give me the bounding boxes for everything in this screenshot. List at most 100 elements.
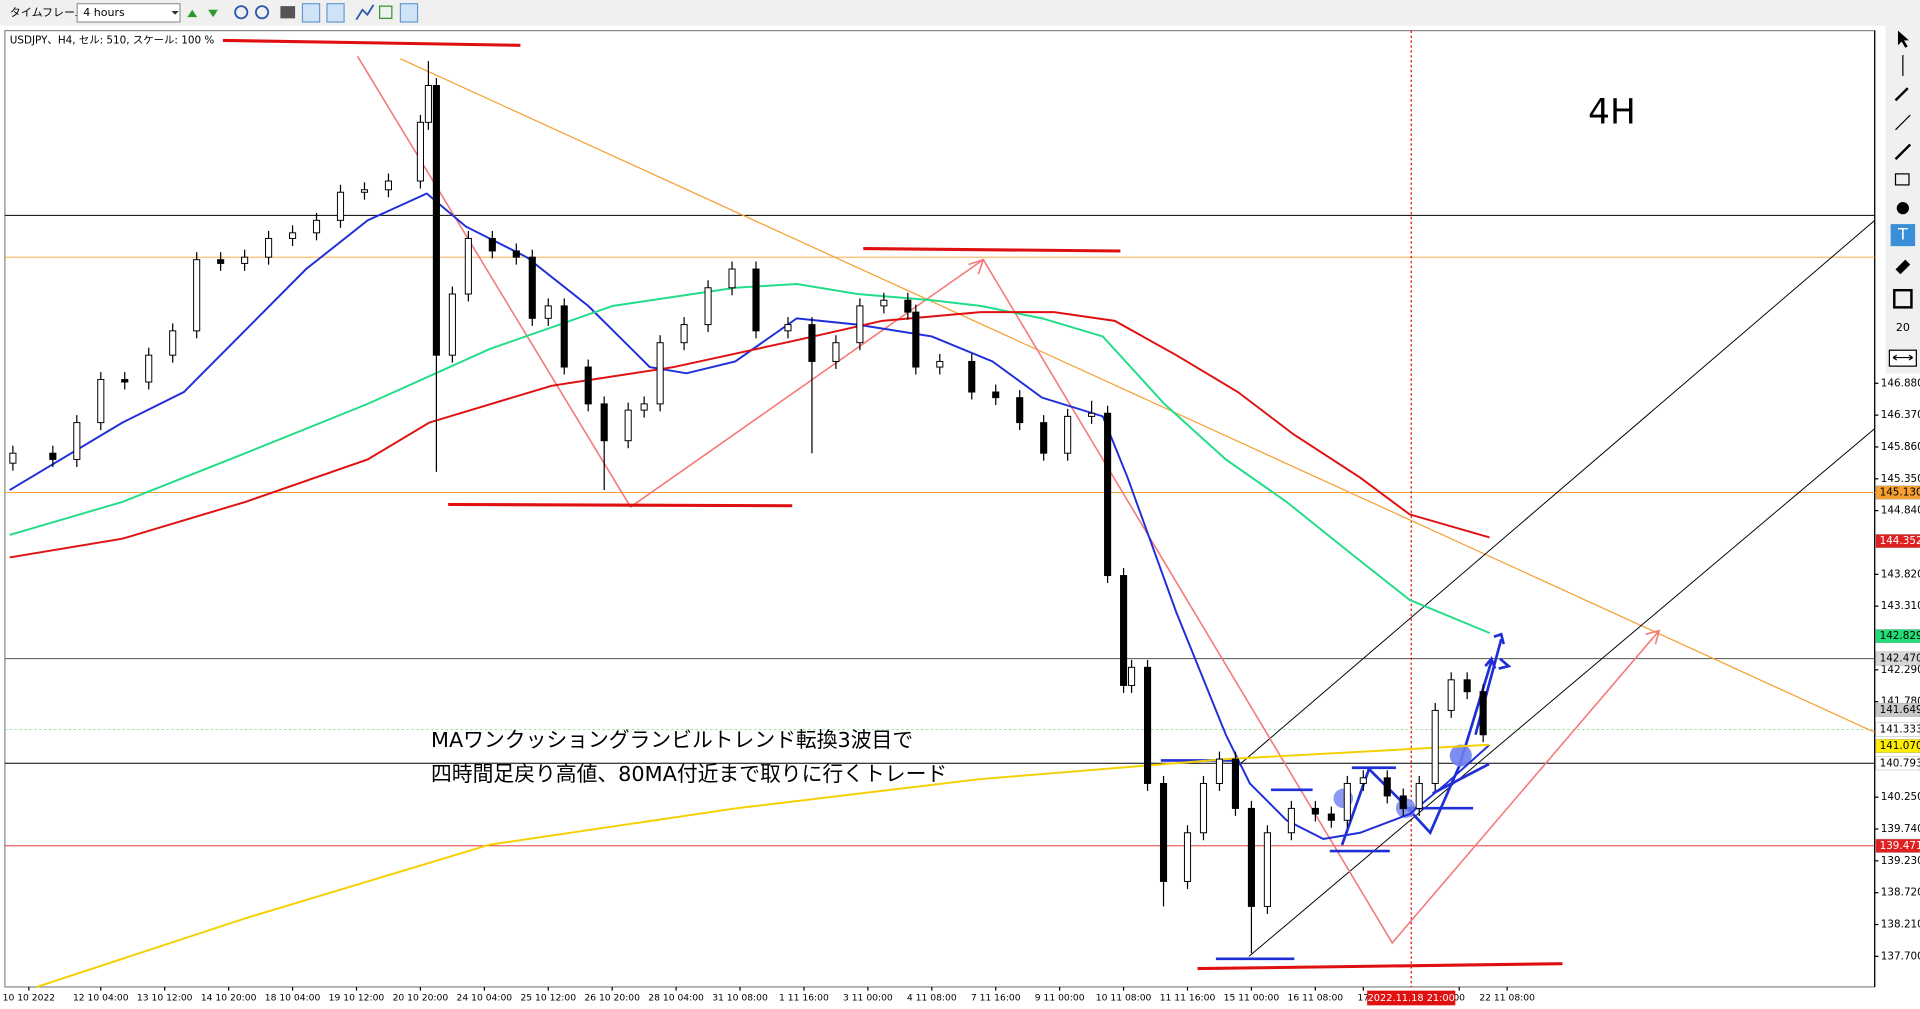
candle-body bbox=[512, 250, 520, 258]
x-tick-label: 12 10 04:00 bbox=[73, 992, 129, 1003]
price-tag-label: 139.471 bbox=[1880, 840, 1920, 852]
price-tag-label: 145.130 bbox=[1880, 487, 1920, 499]
button-properties[interactable] bbox=[280, 6, 296, 19]
price-tag bbox=[1875, 739, 1920, 753]
button-grid[interactable] bbox=[378, 5, 393, 19]
candle-body bbox=[289, 232, 297, 239]
price-tag-label: 144.352 bbox=[1880, 535, 1920, 547]
button-up[interactable] bbox=[187, 9, 198, 18]
price-tag bbox=[1875, 702, 1920, 717]
tool-eraser[interactable] bbox=[1895, 259, 1911, 275]
y-tick-label: 139.740 bbox=[1881, 823, 1920, 835]
price-tag-label: 142.829 bbox=[1880, 630, 1920, 642]
x-tick-label: 3 11 00:00 bbox=[843, 992, 893, 1003]
candle-body bbox=[904, 299, 912, 313]
candle-body bbox=[784, 324, 792, 332]
price-tag-label: 142.470 bbox=[1880, 653, 1920, 665]
candle-body bbox=[1263, 832, 1271, 907]
candle-body bbox=[624, 409, 632, 442]
y-tick-label: 145.860 bbox=[1881, 441, 1920, 453]
candle-body bbox=[1311, 807, 1319, 815]
button-bar[interactable] bbox=[301, 3, 321, 23]
y-tick-label: 137.700 bbox=[1881, 950, 1920, 962]
button-autoscroll[interactable] bbox=[399, 3, 419, 23]
candle-body bbox=[488, 237, 496, 252]
candle-body bbox=[544, 305, 552, 319]
tool-text[interactable] bbox=[1890, 224, 1916, 247]
candle-body bbox=[1359, 777, 1367, 784]
tool-shapes[interactable] bbox=[1896, 202, 1909, 215]
candle-body bbox=[880, 299, 888, 307]
moving-average bbox=[9, 283, 1490, 634]
zoom-out[interactable] bbox=[255, 5, 270, 20]
blue-wave bbox=[1432, 762, 1490, 795]
candle-body bbox=[1415, 782, 1423, 809]
candle-body bbox=[1016, 397, 1024, 424]
candle-body bbox=[424, 85, 432, 123]
candle-body bbox=[528, 256, 536, 319]
candle-body bbox=[1199, 782, 1208, 834]
x-tick-label: 10 10 2022 bbox=[3, 992, 56, 1003]
tool-ray[interactable] bbox=[1894, 143, 1912, 161]
y-tick-label: 138.720 bbox=[1881, 887, 1920, 899]
candle-body bbox=[432, 85, 440, 356]
candle-body bbox=[1383, 777, 1391, 797]
chart-title: USDJPY、H4, セル: 510, スケール: 100 % bbox=[10, 34, 215, 46]
price-tag-label: 140.793 bbox=[1880, 757, 1920, 769]
tool-color[interactable] bbox=[1893, 288, 1913, 309]
tool-width[interactable]: 20 bbox=[1896, 321, 1910, 334]
level-line bbox=[448, 502, 793, 508]
candle-body bbox=[1399, 795, 1407, 809]
tool-line[interactable] bbox=[1895, 114, 1911, 131]
channel-line bbox=[1233, 220, 1876, 770]
candle-body bbox=[968, 360, 976, 393]
annotation-line: 四時間足戻り高値、80MA付近まで取りに行くトレード bbox=[431, 762, 947, 786]
candle-body bbox=[384, 180, 392, 191]
series-layer bbox=[9, 61, 1491, 988]
candle-body bbox=[992, 391, 1000, 399]
candle-body bbox=[312, 219, 321, 234]
timeframe-value: 4 hours bbox=[83, 6, 125, 19]
button-line[interactable] bbox=[355, 4, 375, 21]
button-candle[interactable] bbox=[326, 3, 345, 23]
trendline bbox=[400, 58, 1875, 733]
button-down[interactable] bbox=[208, 9, 218, 18]
x-tick-label: 7 11 16:00 bbox=[971, 992, 1021, 1003]
candle-body bbox=[1287, 807, 1295, 834]
candle-body bbox=[1231, 758, 1239, 809]
price-tag bbox=[1875, 756, 1920, 771]
x-tick-label: 10 11 08:00 bbox=[1096, 992, 1152, 1003]
candle-body bbox=[1144, 666, 1152, 784]
candle-body bbox=[1247, 807, 1255, 907]
candle-body bbox=[680, 324, 688, 344]
candle-body bbox=[265, 237, 273, 258]
candle-body bbox=[640, 403, 648, 411]
candle-body bbox=[1479, 691, 1487, 736]
price-tag bbox=[1875, 838, 1920, 853]
y-tick-label: 140.250 bbox=[1881, 791, 1920, 803]
moving-average bbox=[9, 192, 1491, 841]
candle-body bbox=[1447, 679, 1455, 711]
drawings bbox=[222, 38, 1876, 971]
tool-rect[interactable] bbox=[1894, 173, 1910, 186]
candle-body bbox=[1159, 782, 1168, 882]
timeframe-select[interactable] bbox=[76, 3, 181, 23]
candle-body bbox=[49, 452, 57, 460]
tool-pen[interactable] bbox=[1894, 87, 1909, 102]
x-tick-label: 19 10 12:00 bbox=[329, 992, 385, 1003]
candle-body bbox=[1431, 709, 1439, 784]
crosshair-label-bg bbox=[1367, 990, 1456, 1006]
candle-body bbox=[808, 324, 816, 362]
candle-body bbox=[217, 259, 225, 264]
candle-body bbox=[1463, 679, 1471, 693]
tool-cursor[interactable] bbox=[1897, 30, 1909, 48]
tool-arrows-icon bbox=[1892, 354, 1913, 361]
zoom-in[interactable] bbox=[234, 5, 249, 20]
candle-body bbox=[752, 268, 760, 332]
y-tick-label: 142.290 bbox=[1881, 664, 1920, 676]
x-tick-label: 9 11 00:00 bbox=[1035, 992, 1085, 1003]
candle-body bbox=[600, 403, 608, 442]
candle-body bbox=[1120, 575, 1128, 686]
